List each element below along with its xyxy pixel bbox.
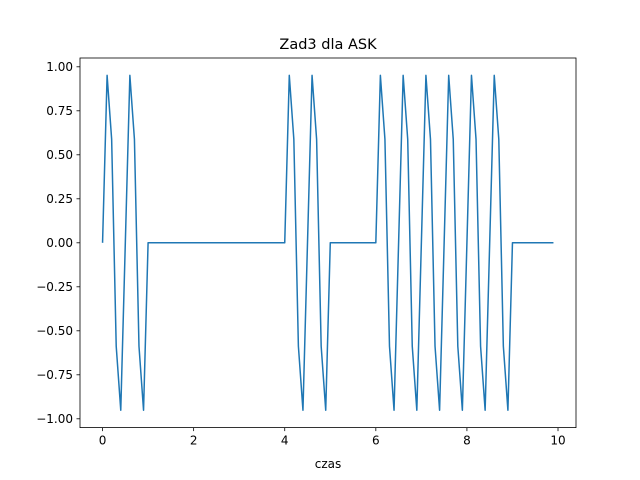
y-tick-label: 0.75 (46, 104, 73, 118)
x-axis: 0 2 4 6 8 10 (99, 427, 566, 448)
x-tick-label: 2 (190, 434, 198, 448)
y-tick-label: −1.00 (36, 412, 73, 426)
y-tick-label: −0.25 (36, 280, 73, 294)
chart-title: Zad3 dla ASK (279, 37, 377, 53)
x-tick-label: 0 (99, 434, 107, 448)
x-tick-label: 6 (372, 434, 380, 448)
y-tick-label: 0.00 (46, 236, 73, 250)
y-axis: 1.00 0.75 0.50 0.25 0.00 −0.25 −0.50 −0.75 −1.00 (36, 60, 80, 426)
x-tick-label: 4 (281, 434, 289, 448)
plot-area (101, 74, 554, 411)
y-tick-label: 0.25 (46, 192, 73, 206)
x-tick-label: 8 (463, 434, 471, 448)
x-tick-label: 10 (550, 434, 565, 448)
y-tick-label: 1.00 (46, 60, 73, 74)
x-axis-label: czas (315, 457, 342, 471)
series-line-0 (101, 74, 554, 411)
y-tick-label: −0.75 (36, 368, 73, 382)
y-tick-label: 0.50 (46, 148, 73, 162)
y-tick-label: −0.50 (36, 324, 73, 338)
